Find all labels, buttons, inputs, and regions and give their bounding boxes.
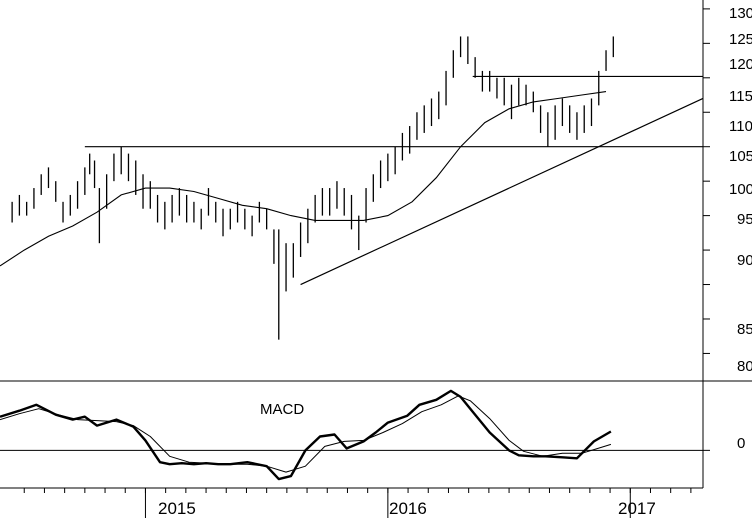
y-tick-label: 105 <box>729 148 752 165</box>
y-tick-label: 0 <box>737 435 745 452</box>
y-tick-label: 100 <box>729 181 752 198</box>
trend-line <box>300 97 704 286</box>
moving-average-line <box>0 91 607 267</box>
y-tick-label: 115 <box>729 88 752 105</box>
y-tick-label: 110 <box>729 118 752 135</box>
x-tick-label: 2015 <box>158 499 196 518</box>
x-tick-label: 2017 <box>618 499 656 518</box>
price-panel <box>0 36 704 340</box>
macd-label: MACD <box>260 401 304 418</box>
y-tick-label: 85 <box>737 321 752 338</box>
y-tick-label: 120 <box>729 56 752 73</box>
x-tick-label: 2016 <box>389 499 427 518</box>
y-tick-label: 80 <box>737 358 752 375</box>
macd-panel <box>0 389 703 481</box>
macd-signal-line <box>0 395 612 473</box>
y-tick-label: 130 <box>729 5 752 22</box>
y-tick-label: 95 <box>737 211 752 228</box>
y-tick-label: 90 <box>737 252 752 269</box>
macd-line <box>0 389 612 481</box>
y-tick-label: 125 <box>729 31 752 48</box>
